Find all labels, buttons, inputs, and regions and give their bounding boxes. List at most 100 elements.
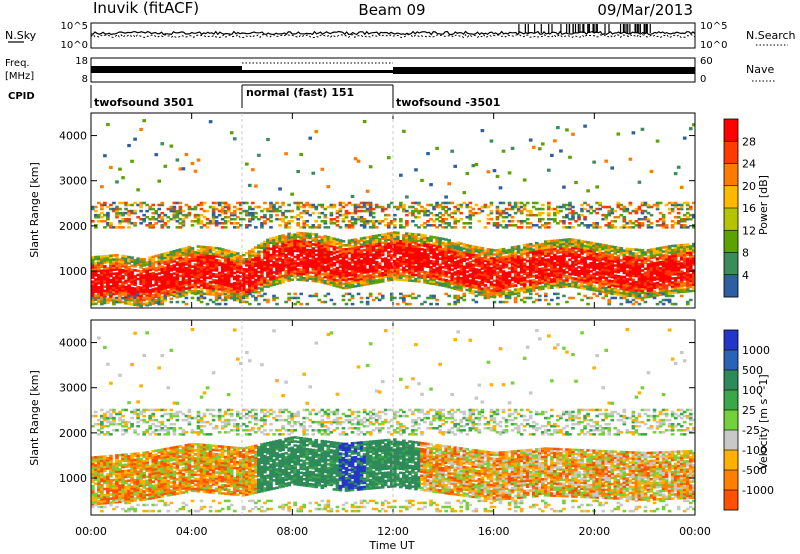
power-cell (344, 243, 349, 247)
power-cell (486, 268, 491, 271)
power-cell (94, 272, 98, 275)
power-cell (417, 261, 421, 265)
power-cell (202, 272, 207, 275)
power-cell (429, 265, 433, 269)
power-cell (226, 282, 231, 285)
power-cell (217, 253, 222, 256)
power-cell (272, 296, 276, 300)
power-cell (142, 298, 146, 302)
power-cell (193, 285, 198, 289)
power-cell (350, 302, 355, 306)
power-cell (296, 245, 300, 249)
power-cell (459, 205, 464, 209)
power-cell (580, 213, 584, 217)
power-cell (504, 277, 509, 281)
power-cell (389, 243, 394, 247)
power-cell (386, 264, 391, 268)
power-cell (266, 267, 270, 270)
power-cell (199, 271, 204, 275)
power-cell (133, 201, 137, 205)
power-cell (254, 278, 258, 282)
power-cell (190, 283, 195, 287)
power-cell (112, 292, 116, 296)
power-cell (344, 252, 349, 255)
power-cell (550, 280, 554, 283)
power-cell (586, 255, 590, 258)
power-cell (562, 254, 566, 258)
power-cell (145, 303, 149, 307)
power-cell (537, 275, 542, 279)
power-cell (501, 215, 506, 219)
power-cell (124, 289, 128, 293)
power-cell (178, 205, 183, 209)
power-cell (214, 291, 219, 295)
power-cell (586, 302, 590, 306)
power-cell (595, 294, 599, 298)
power-cell (586, 263, 590, 266)
power-cell (142, 296, 146, 300)
power-cell (154, 298, 159, 302)
power-cell (284, 152, 288, 156)
power-cell (504, 292, 509, 295)
power-cell (453, 164, 458, 168)
power-cell (477, 207, 482, 211)
power-cell (103, 257, 107, 260)
power-cell (525, 201, 530, 205)
power-cell (232, 222, 237, 225)
power-cell (571, 240, 575, 243)
power-cell (190, 207, 195, 211)
power-cell (299, 292, 303, 296)
power-cell (465, 254, 470, 257)
power-cell (145, 277, 149, 281)
power-cell (498, 258, 503, 262)
power-cell (474, 254, 479, 257)
power-cell (229, 217, 234, 221)
power-cell (223, 275, 228, 278)
power-cell (320, 254, 325, 258)
power-cell (178, 201, 183, 205)
power-cell (269, 205, 273, 209)
power-cell (94, 209, 98, 213)
power-cell (217, 201, 222, 205)
power-cell (94, 274, 98, 277)
power-cell (513, 247, 518, 251)
power-cell (115, 262, 119, 265)
power-cell (586, 241, 590, 244)
power-cell (426, 271, 430, 275)
power-cell (568, 222, 572, 225)
power-cell (528, 271, 533, 274)
power-cell (411, 219, 415, 223)
power-cell (124, 267, 128, 270)
power-cell (106, 213, 110, 217)
power-cell (607, 224, 612, 227)
power-cell (480, 253, 485, 256)
power-cell (592, 258, 596, 261)
power-cell (211, 219, 216, 223)
power-cell (374, 240, 379, 244)
power-cell (217, 287, 222, 291)
power-cell (553, 278, 557, 281)
power-cell (393, 219, 397, 223)
power-cell (118, 211, 122, 215)
power-cell (217, 259, 222, 263)
power-cell (314, 239, 319, 242)
power-cell (308, 244, 313, 248)
power-cell (619, 275, 624, 279)
power-cell (447, 259, 451, 262)
power-cell (314, 226, 319, 229)
power-cell (501, 266, 506, 269)
power-cell (242, 217, 246, 221)
power-cell (196, 257, 201, 260)
power-cell (163, 262, 168, 266)
power-cell (513, 270, 518, 273)
power-cell (616, 248, 621, 252)
power-cell (175, 289, 180, 293)
power-cell (202, 266, 207, 269)
power-cell (559, 263, 563, 266)
power-cell (359, 253, 364, 257)
power-cell (559, 255, 563, 258)
power-cell (568, 252, 572, 255)
power-cell (441, 247, 445, 251)
power-cell (275, 264, 279, 267)
power-cell (589, 243, 593, 247)
